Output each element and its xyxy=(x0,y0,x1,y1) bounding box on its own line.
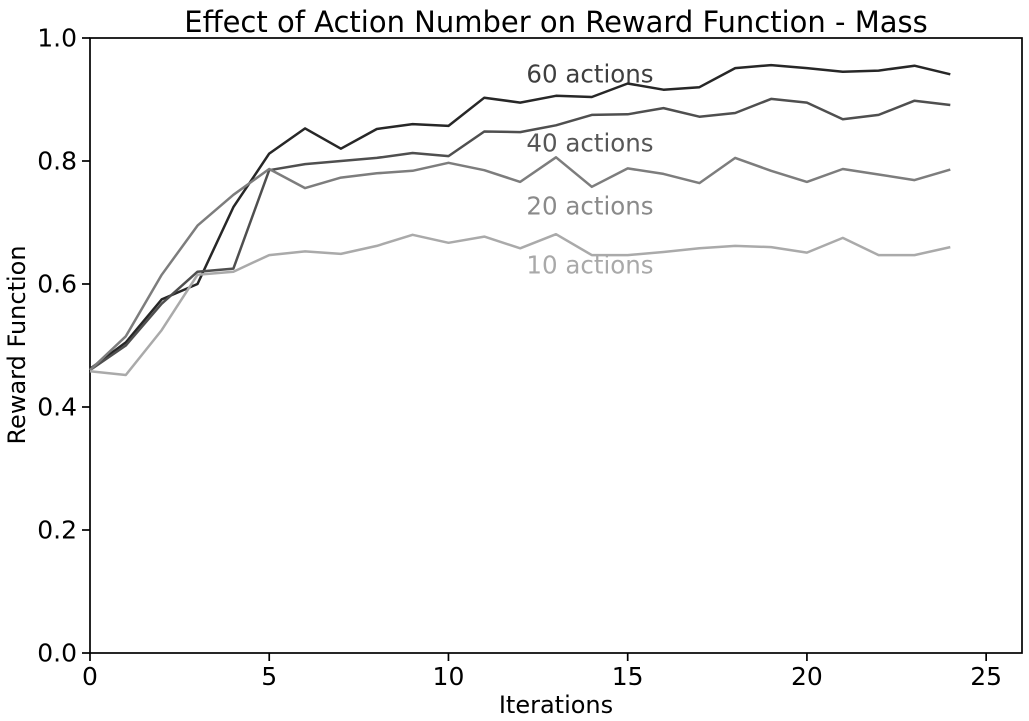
y-tick-label: 0.4 xyxy=(37,393,77,422)
x-tick-label: 10 xyxy=(433,662,465,691)
y-axis-label: Reward Function xyxy=(3,245,31,445)
x-axis-label: Iterations xyxy=(498,691,614,719)
x-tick-label: 0 xyxy=(82,662,98,691)
chart-title: Effect of Action Number on Reward Functi… xyxy=(184,5,928,39)
axes-frame xyxy=(89,37,1023,654)
y-tick-label: 0.2 xyxy=(37,516,77,545)
series-label-40-actions: 40 actions xyxy=(526,129,653,158)
y-tick-label: 0.0 xyxy=(37,639,77,668)
series-label-20-actions: 20 actions xyxy=(526,192,653,221)
x-tick-label: 5 xyxy=(261,662,277,691)
x-tick-label: 20 xyxy=(791,662,823,691)
series-line-60-actions xyxy=(89,63,951,370)
series-line-10-actions xyxy=(89,232,951,377)
series-label-60-actions: 60 actions xyxy=(526,60,653,89)
x-tick-label: 25 xyxy=(970,662,1002,691)
y-tick-label: 0.8 xyxy=(37,147,77,176)
y-tick-label: 0.6 xyxy=(37,270,77,299)
series-line-20-actions xyxy=(89,156,951,372)
y-tick-label: 1.0 xyxy=(37,24,77,53)
x-tick-label: 15 xyxy=(612,662,644,691)
series-label-10-actions: 10 actions xyxy=(526,251,653,280)
series-line-40-actions xyxy=(89,97,951,372)
